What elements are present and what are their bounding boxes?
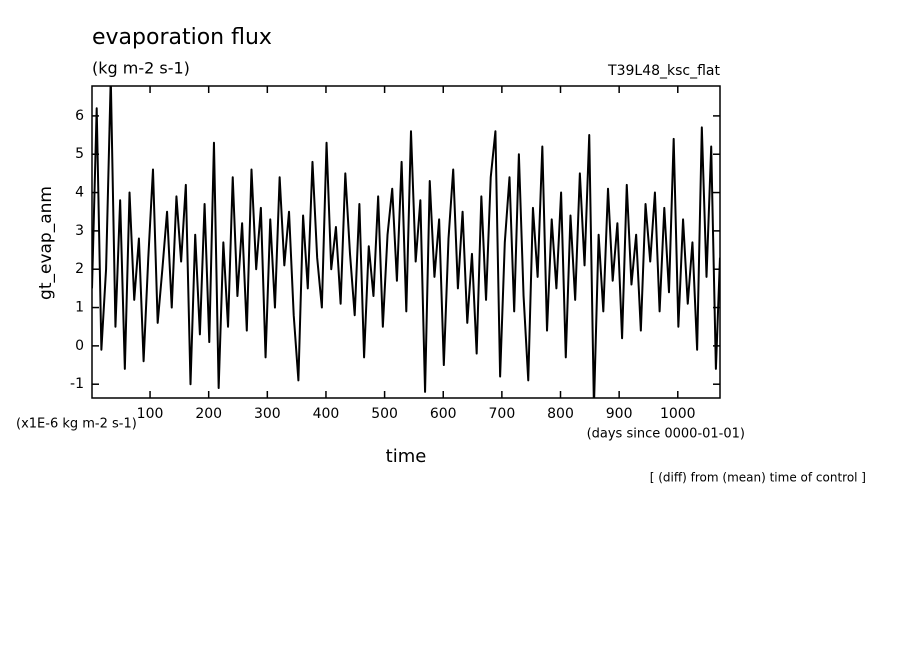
x-tick-label: 600 [430,406,457,422]
plot-frame [91,85,721,399]
x-tick-label: 200 [195,406,222,422]
y-tick-label: 4 [75,185,84,201]
x-units: (days since 0000-01-01) [587,427,745,442]
x-tick-label: 100 [137,406,164,422]
footnote: [ (diff) from (mean) time of control ] [650,471,866,485]
run-label: T39L48_ksc_flat [607,63,720,79]
y-units: (x1E-6 kg m-2 s-1) [16,417,137,432]
chart-title: evaporation flux [92,25,272,50]
y-axis-label: gt_evap_anm [36,186,56,300]
x-tick-label: 800 [547,406,574,422]
y-tick-label: 6 [75,108,84,124]
chart-subtitle: (kg m-2 s-1) [92,59,190,78]
y-tick-label: 3 [75,223,84,239]
data-line [92,86,720,398]
y-tick-label: 0 [75,338,84,354]
y-tick-label: 2 [75,261,84,277]
x-tick-label: 900 [606,406,633,422]
y-tick-label: 5 [75,146,84,162]
x-tick-label: 300 [254,406,281,422]
x-tick-label: 1000 [660,406,696,422]
x-tick-label: 400 [313,406,340,422]
x-axis-label: time [386,446,427,467]
y-tick-label: -1 [70,376,84,392]
x-tick-label: 700 [489,406,516,422]
y-tick-label: 1 [75,300,84,316]
x-tick-label: 500 [371,406,398,422]
